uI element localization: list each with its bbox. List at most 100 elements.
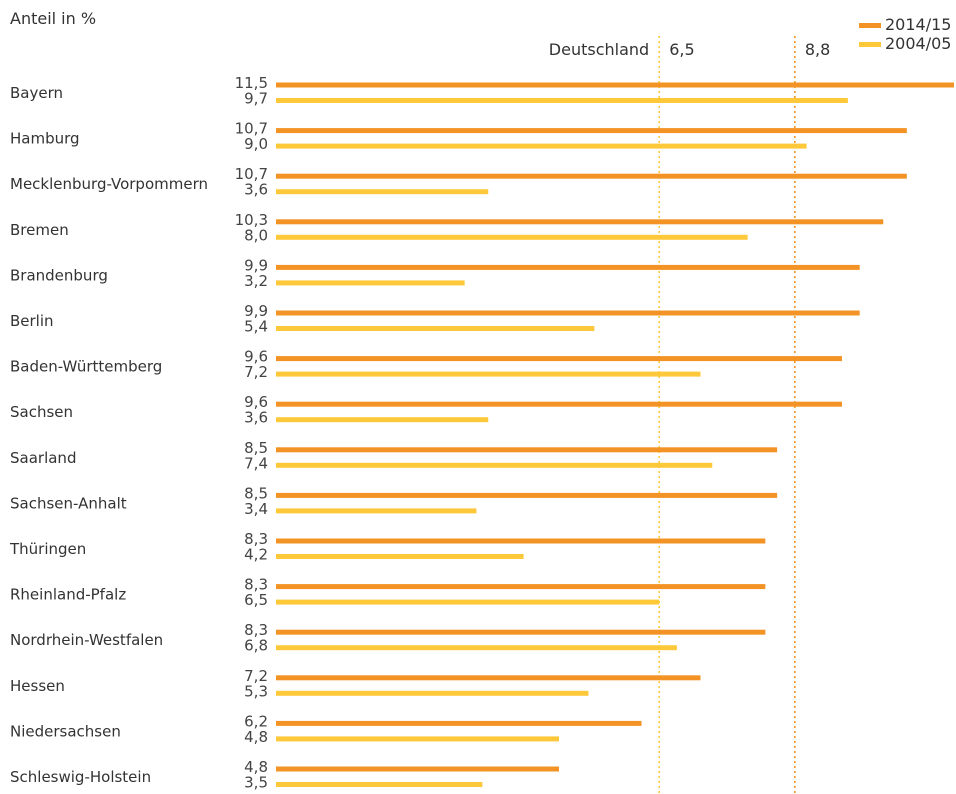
category-label: Bayern — [10, 84, 63, 102]
bar-current — [276, 629, 766, 635]
category-label: Hamburg — [10, 130, 80, 148]
reference-line-value-1: 8,8 — [805, 40, 830, 59]
row-1: Hamburg 10,79,0 — [10, 120, 907, 153]
row-6: Baden-Württemberg 9,67,2 — [10, 348, 842, 381]
bar-rows: Bayern11,59,7Hamburg10,79,0Mecklenburg-V… — [9, 74, 954, 792]
value-label-previous: 6,8 — [244, 637, 268, 655]
value-label-previous: 5,4 — [244, 318, 268, 336]
value-label-current: 6,2 — [244, 712, 268, 730]
bar-current — [276, 492, 778, 498]
bar-current — [276, 675, 701, 681]
reference-line-label-0: Deutschland — [549, 40, 649, 59]
value-label-current: 7,2 — [244, 667, 268, 685]
row-10: Thüringen 8,34,2 — [9, 530, 766, 564]
category-label: Sachsen — [10, 403, 73, 421]
row-14: Niedersachsen 6,24,8 — [10, 712, 642, 746]
value-label-current: 8,5 — [244, 484, 268, 502]
value-label-current: 10,3 — [235, 211, 268, 229]
bar-previous — [276, 645, 677, 651]
value-label-previous: 7,4 — [244, 454, 268, 472]
value-label-current: 9,9 — [244, 302, 268, 320]
value-label-current: 10,7 — [235, 165, 268, 183]
category-label: Saarland — [10, 449, 76, 467]
bar-previous — [276, 417, 489, 423]
row-0: Bayern 11,59,7 — [10, 74, 954, 108]
row-11: Rheinland-Pfalz 8,36,5 — [10, 576, 766, 609]
row-15: Schleswig-Holstein 4,83,5 — [10, 758, 559, 792]
bar-previous — [276, 326, 595, 331]
value-label-previous: 3,2 — [244, 272, 268, 290]
bar-previous — [276, 462, 713, 468]
reference-line-value-0: 6,5 — [669, 40, 694, 59]
bar-current — [276, 128, 907, 134]
value-label-current: 8,5 — [244, 439, 268, 457]
row-2: Mecklenburg-Vorpommern 10,73,6 — [10, 165, 907, 199]
category-label: Brandenburg — [10, 266, 108, 284]
value-label-current: 8,3 — [244, 530, 268, 548]
category-label: Nordrhein-Westfalen — [10, 631, 163, 649]
value-label-current: 8,3 — [244, 621, 268, 639]
bar-previous — [276, 189, 489, 195]
category-label: Mecklenburg-Vorpommern — [10, 175, 208, 193]
category-label: Niedersachsen — [10, 722, 121, 740]
bar-previous — [276, 782, 483, 787]
category-label: Schleswig-Holstein — [10, 768, 151, 786]
category-label: Berlin — [10, 312, 54, 330]
bar-previous — [276, 690, 589, 696]
legend-label-0: 2014/15 — [885, 15, 951, 34]
bar-previous — [276, 736, 559, 742]
value-label-previous: 3,5 — [244, 774, 268, 792]
category-label: Rheinland-Pfalz — [10, 586, 126, 604]
bar-previous — [276, 143, 807, 149]
bar-current — [276, 264, 860, 270]
category-label: Sachsen-Anhalt — [10, 494, 127, 512]
row-9: Sachsen-Anhalt 8,53,4 — [10, 484, 778, 518]
value-label-previous: 8,0 — [244, 226, 268, 244]
bar-previous — [276, 280, 465, 286]
legend-label-1: 2004/05 — [885, 34, 951, 53]
value-label-current: 8,3 — [244, 576, 268, 594]
legend-swatch-1 — [859, 42, 881, 47]
legend-swatch-0 — [859, 23, 881, 28]
bar-current — [276, 766, 559, 772]
row-4: Brandenburg 9,93,2 — [10, 256, 860, 290]
bar-current — [276, 584, 766, 590]
bar-current — [276, 720, 642, 726]
category-label: Hessen — [10, 677, 65, 695]
bar-current — [276, 401, 842, 407]
reference-lines: 6,5 Deutschland 8,8 — [549, 36, 830, 794]
category-label: Thüringen — [9, 540, 86, 558]
category-label: Baden-Württemberg — [10, 358, 162, 376]
bar-current — [276, 173, 907, 179]
y-axis-title: Anteil in % — [10, 9, 96, 28]
bar-current — [276, 310, 860, 316]
row-8: Saarland 8,57,4 — [10, 439, 778, 472]
row-5: Berlin 9,95,4 — [10, 302, 860, 336]
value-label-previous: 5,3 — [244, 682, 268, 700]
row-13: Hessen 7,25,3 — [10, 667, 701, 700]
bar-current — [276, 356, 842, 362]
row-7: Sachsen 9,63,6 — [10, 393, 842, 427]
row-12: Nordrhein-Westfalen 8,36,8 — [10, 621, 766, 655]
value-label-previous: 6,5 — [244, 591, 268, 609]
value-label-current: 9,6 — [244, 393, 268, 411]
row-3: Bremen 10,38,0 — [10, 211, 884, 244]
bar-current — [276, 219, 884, 225]
bar-current — [276, 82, 954, 88]
value-label-previous: 4,2 — [244, 546, 268, 564]
bar-previous — [276, 599, 660, 605]
value-label-current: 9,6 — [244, 348, 268, 366]
value-label-previous: 3,6 — [244, 409, 268, 427]
bar-previous — [276, 234, 748, 240]
category-label: Bremen — [10, 221, 69, 239]
value-label-previous: 3,4 — [244, 500, 268, 518]
bar-previous — [276, 371, 701, 377]
bar-current — [276, 447, 778, 453]
value-label-current: 11,5 — [235, 74, 268, 92]
value-label-current: 9,9 — [244, 256, 268, 274]
value-label-previous: 7,2 — [244, 363, 268, 381]
value-label-current: 4,8 — [244, 758, 268, 776]
bar-previous — [276, 508, 477, 514]
